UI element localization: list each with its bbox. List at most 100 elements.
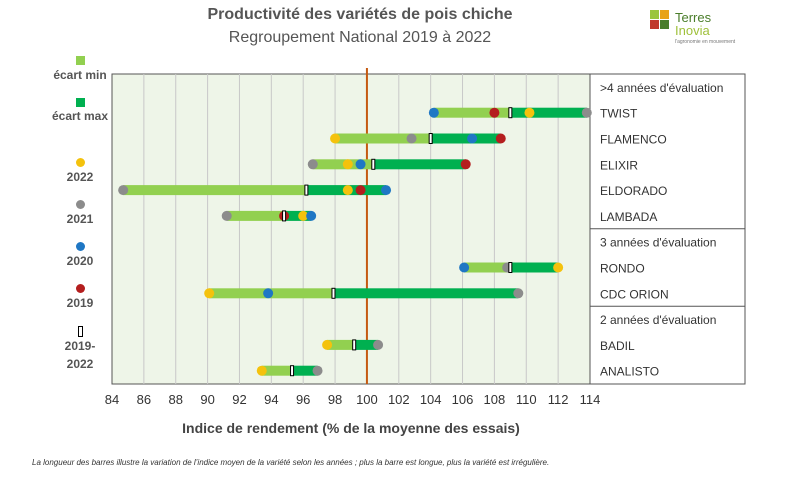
logo-word-inovia: Inovia: [675, 23, 710, 38]
min-range-bar: [433, 107, 511, 118]
min-range-bar: [464, 262, 511, 273]
group-label: >4 années d'évaluation: [600, 81, 723, 95]
year-point-2019: [355, 185, 366, 196]
max-range-bar: [510, 262, 559, 273]
year-point-2022: [524, 107, 535, 118]
year-point-2020: [467, 133, 478, 144]
logo-word-terres: Terres: [675, 10, 712, 25]
year-point-2022: [330, 133, 341, 144]
year-point-2020: [355, 159, 366, 170]
x-tick-label: 106: [452, 392, 474, 407]
legend-item-2022: 2022: [50, 158, 110, 184]
legend-label: écart max: [51, 109, 109, 123]
legend-item-ecart-min: écart min: [50, 56, 110, 82]
year-point-2020: [459, 262, 470, 273]
plot-area: [111, 73, 591, 385]
chart-title: Productivité des variétés de pois chiche: [207, 6, 513, 23]
legend-label: 2022: [66, 170, 94, 184]
variety-label: CDC ORION: [600, 287, 669, 301]
group-label: 2 années d'évaluation: [600, 313, 716, 327]
x-tick-label: 98: [328, 392, 342, 407]
variety-label: RONDO: [600, 262, 645, 276]
legend-item-ecart-max: écart max: [50, 98, 110, 125]
x-tick-label: 110: [516, 392, 537, 407]
legend: écart min écart max 2022 2021 2020 2019 …: [0, 50, 110, 390]
mean-marker: [508, 107, 513, 119]
max-range-bar: [292, 365, 318, 376]
year-point-2022: [298, 210, 309, 221]
year-point-2021: [373, 339, 384, 350]
year-point-2020: [381, 185, 392, 196]
year-point-2021: [581, 107, 592, 118]
x-tick-label: 90: [200, 392, 214, 407]
year-point-2022: [342, 185, 353, 196]
year-point-2020: [263, 288, 274, 299]
mean-marker: [508, 262, 513, 273]
legend-label: 2021: [66, 212, 94, 226]
min-range-bar: [226, 210, 285, 221]
mean-marker-icon: [77, 326, 83, 337]
year-point-2022: [342, 159, 353, 170]
x-tick-label: 100: [356, 392, 378, 407]
year-point-2021: [307, 159, 318, 170]
mean-marker: [290, 365, 295, 377]
variety-label: ELIXIR: [600, 158, 638, 172]
legend-item-2019: 2019: [50, 284, 110, 310]
max-range-bar: [333, 288, 519, 299]
variety-label: FLAMENCO: [600, 133, 667, 147]
x-tick-label: 112: [548, 392, 569, 407]
legend-item-2019-2022: 2019-2022: [50, 326, 110, 373]
x-tick-label: 88: [168, 392, 182, 407]
year-point-2022: [256, 365, 267, 376]
x-tick-label: 108: [484, 392, 506, 407]
max-range-bar: [373, 159, 466, 170]
legend-label: 2019: [66, 296, 94, 310]
x-tick-label: 102: [388, 392, 410, 407]
year-point-2021: [118, 185, 129, 196]
dot-icon: [75, 200, 85, 209]
max-range-bar: [510, 107, 587, 118]
dot-icon: [75, 158, 85, 167]
year-point-2021: [406, 133, 417, 144]
min-range-bar: [327, 339, 355, 350]
x-axis-title: Indice de rendement (% de la moyenne des…: [182, 420, 520, 436]
logo-square-1: [650, 10, 659, 19]
logo-square-3: [650, 20, 659, 29]
legend-item-2021: 2021: [50, 200, 110, 226]
year-point-2021: [312, 365, 323, 376]
variety-label: ANALISTO: [600, 365, 659, 379]
mean-marker: [304, 184, 309, 196]
year-point-2019: [460, 159, 471, 170]
year-point-2019: [489, 107, 500, 118]
terres-inovia-logo: Terres Inovia l'agronomie en mouvement: [650, 10, 760, 50]
year-point-2020: [428, 107, 439, 118]
variety-label: ELDORADO: [600, 184, 667, 198]
year-point-2021: [221, 210, 232, 221]
square-icon: [75, 56, 85, 65]
logo-tagline: l'agronomie en mouvement: [675, 39, 736, 45]
year-point-2021: [513, 288, 524, 299]
max-range-bar: [430, 133, 501, 144]
square-icon: [75, 98, 85, 107]
x-tick-label: 114: [580, 392, 601, 407]
mean-marker: [371, 158, 376, 170]
x-tick-label: 84: [105, 392, 119, 407]
year-point-2022: [322, 339, 333, 350]
min-range-bar: [123, 185, 307, 196]
x-tick-label: 92: [232, 392, 246, 407]
variety-label: TWIST: [600, 107, 638, 121]
group-label: 3 années d'évaluation: [600, 236, 716, 250]
footnote: La longueur des barres illustre la varia…: [32, 458, 550, 467]
chart-subtitle: Regroupement National 2019 à 2022: [228, 29, 492, 46]
mean-marker: [428, 133, 433, 144]
legend-label: 2020: [66, 254, 94, 268]
min-range-bar: [335, 133, 431, 144]
year-point-2020: [306, 210, 317, 221]
mean-marker: [282, 210, 287, 222]
year-point-2022: [553, 262, 564, 273]
legend-item-2020: 2020: [50, 242, 110, 268]
max-range-bar: [284, 210, 312, 221]
x-tick-label: 94: [264, 392, 278, 407]
dot-icon: [75, 284, 85, 293]
